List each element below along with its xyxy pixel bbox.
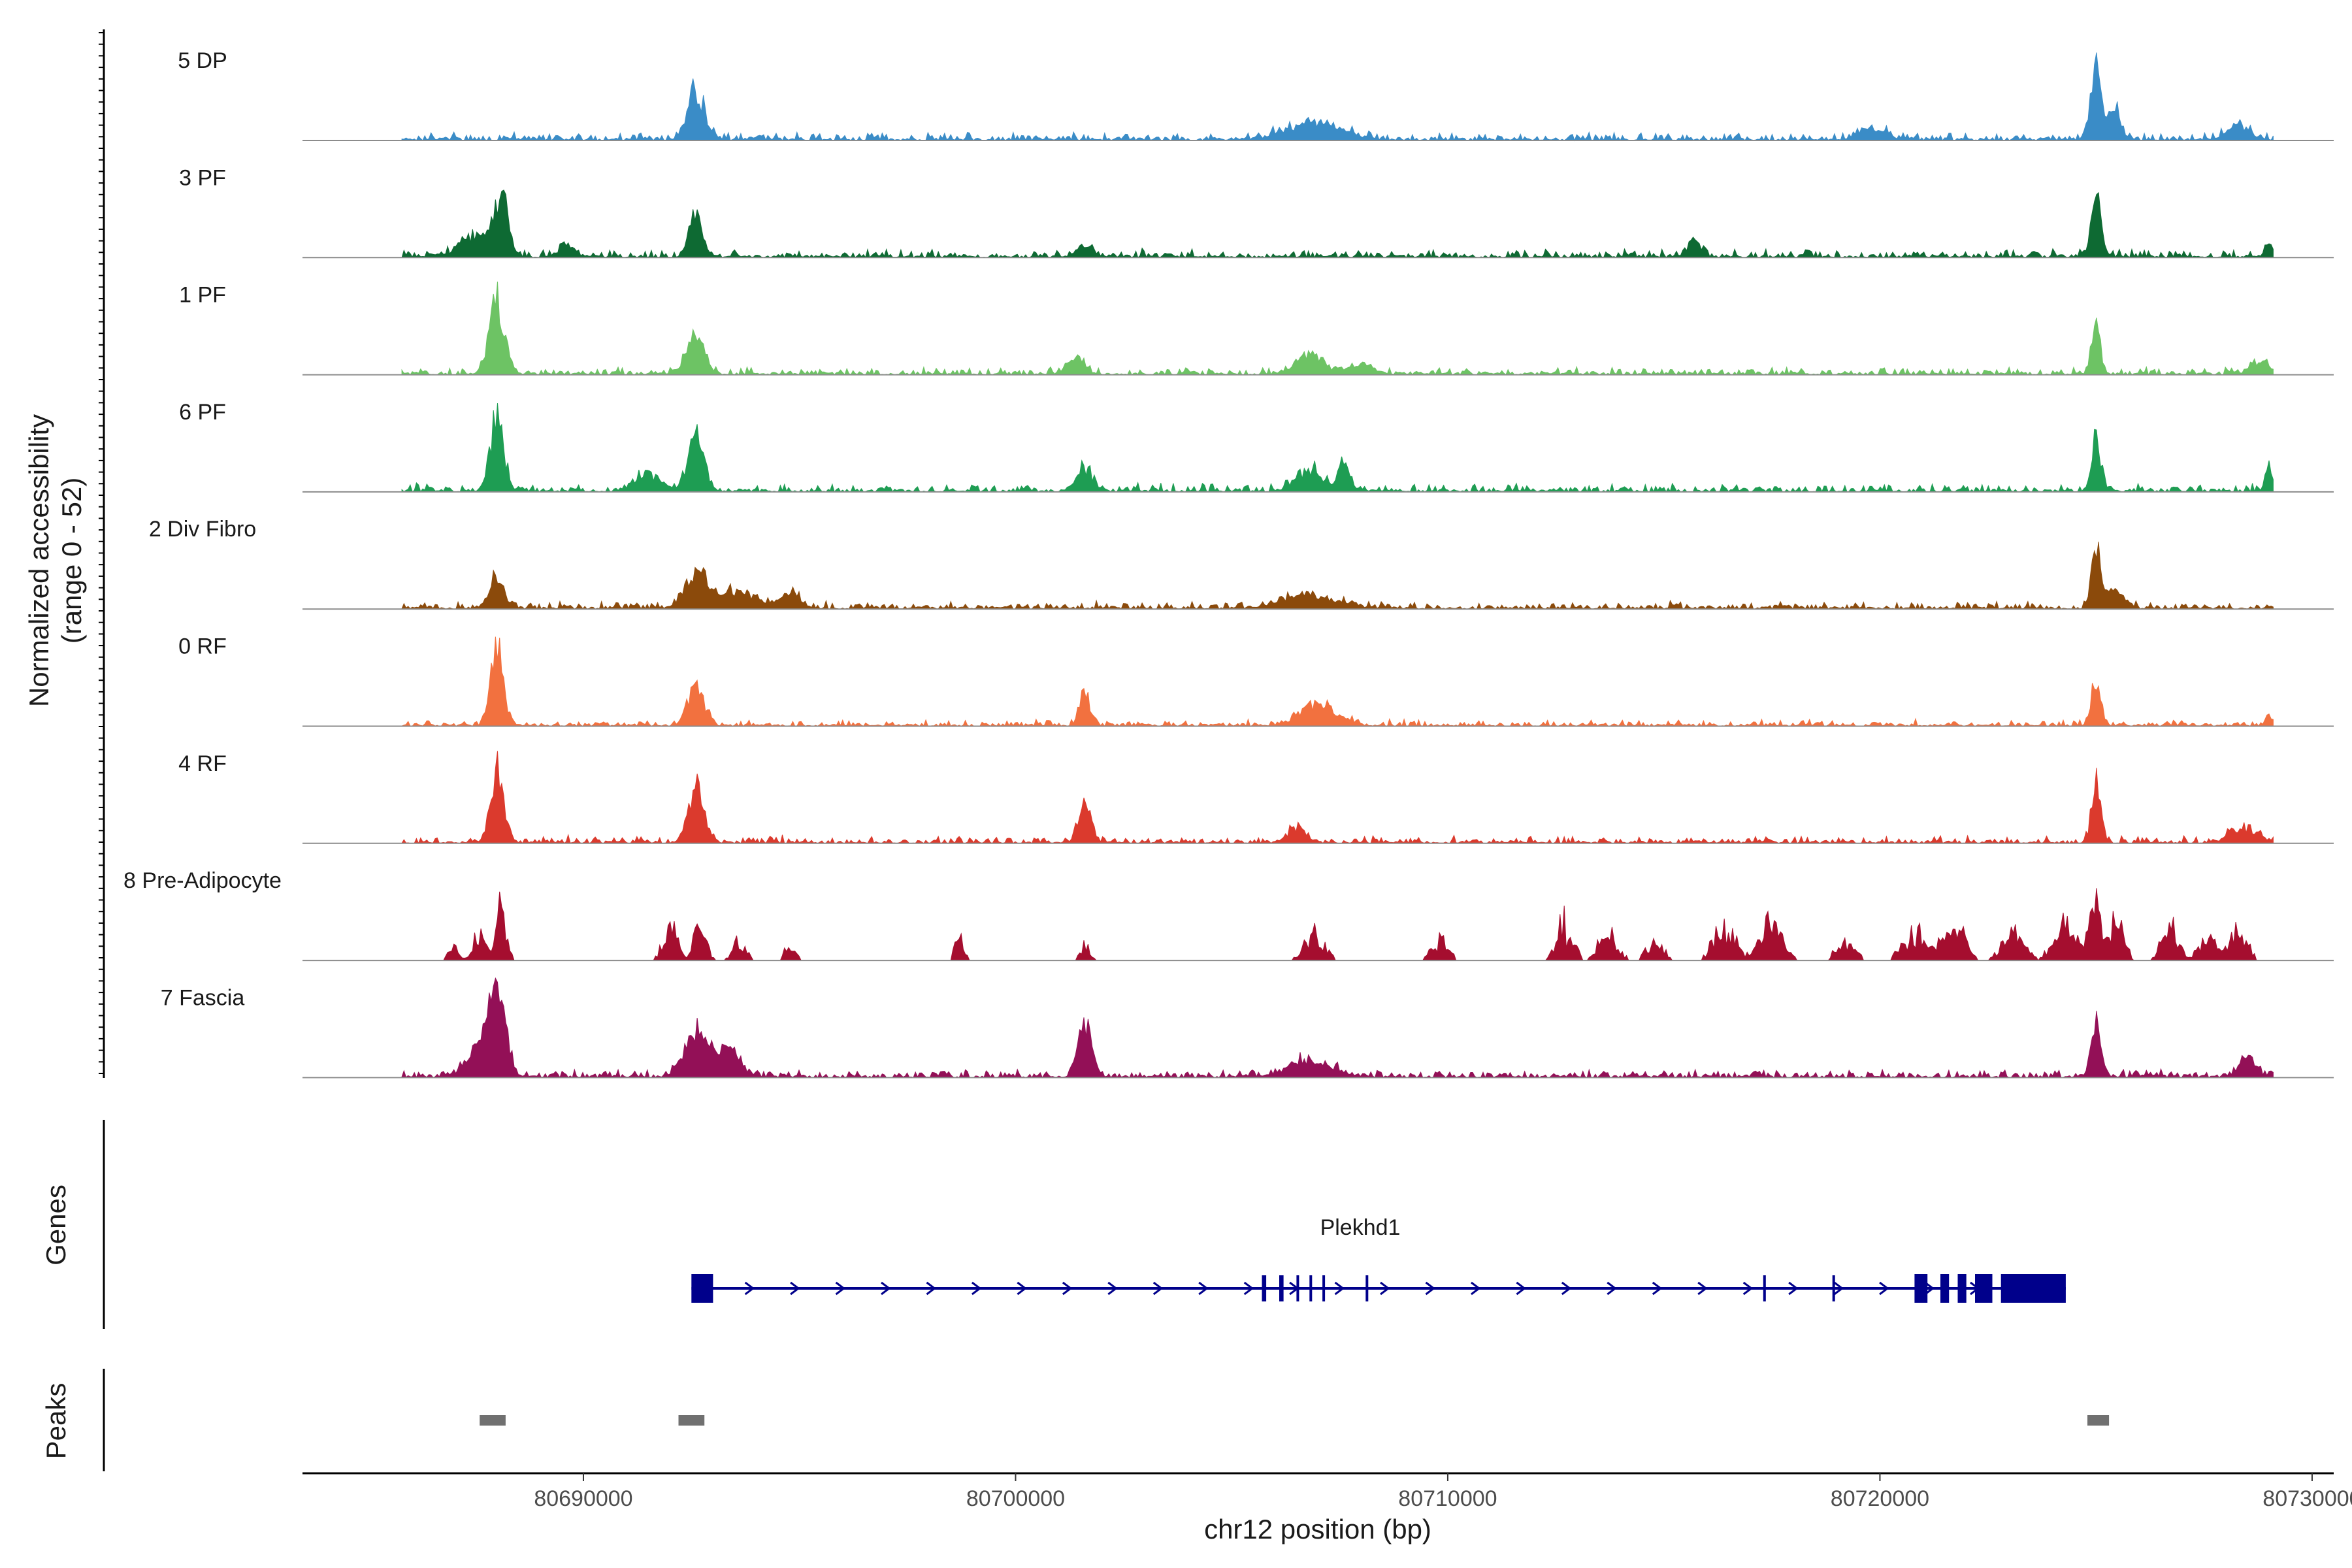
- strand-arrow: [1152, 1281, 1164, 1296]
- track-label: 7 Fascia: [161, 985, 245, 1010]
- peak-region: [480, 1415, 506, 1426]
- y-axis-title: Normalized accessibility: [24, 414, 54, 707]
- track-label: 4 RF: [178, 751, 227, 776]
- gene-exon: [1975, 1274, 1993, 1303]
- peak-track: [480, 1415, 2110, 1426]
- coverage-tracks: 5 DP 3 PF 1 PF 6 PF 2 Div Fibro 0 RF 4 RF 8 Pre…: [123, 48, 2334, 1079]
- gene-exon: [1940, 1274, 1950, 1303]
- strand-arrow: [1516, 1281, 1526, 1296]
- strand-arrow: [1471, 1281, 1481, 1296]
- y-axis-title-line1: Normalized accessibility: [24, 414, 54, 707]
- strand-arrow: [1652, 1281, 1663, 1296]
- coverage-area: [401, 403, 2274, 493]
- strand-arrow: [1334, 1281, 1345, 1296]
- peak-region: [678, 1415, 705, 1426]
- track-label: 6 PF: [179, 400, 226, 425]
- coverage-area: [401, 189, 2274, 259]
- strand-arrow: [1833, 1281, 1844, 1296]
- strand-arrow: [790, 1281, 800, 1296]
- gene-exon: [1832, 1275, 1835, 1301]
- track-label: 8 Pre-Adipocyte: [123, 868, 282, 893]
- x-tick-label: 80720000: [1831, 1486, 1929, 1511]
- gene-name: Plekhd1: [1320, 1215, 1401, 1240]
- coverage-track: 5 DP: [178, 48, 2334, 142]
- peaks-panel-title: Peaks: [41, 1383, 71, 1460]
- strand-arrow: [1425, 1281, 1435, 1296]
- coverage-area: [401, 282, 2274, 376]
- coverage-track: 4 RF: [178, 751, 2334, 845]
- y-axis-subtitle: (range 0 - 52): [56, 478, 87, 644]
- coverage-area: [401, 542, 2274, 610]
- strand-arrow: [1788, 1281, 1799, 1296]
- strand-arrow: [1062, 1281, 1073, 1296]
- x-tick-label: 80690000: [534, 1486, 632, 1511]
- x-axis-title: chr12 position (bp): [1204, 1514, 1431, 1544]
- strand-arrow: [1607, 1281, 1617, 1296]
- coverage-track: 0 RF: [178, 634, 2334, 727]
- gene-exon: [1957, 1274, 1967, 1303]
- strand-arrow: [1107, 1281, 1118, 1296]
- y-axis-ticks: [99, 32, 104, 1074]
- strand-arrow: [926, 1281, 936, 1296]
- strand-arrow: [881, 1281, 891, 1296]
- strand-arrow: [1697, 1281, 1708, 1296]
- strand-arrow: [1742, 1281, 1754, 1296]
- gene-exon: [1914, 1274, 1928, 1303]
- coverage-area: [401, 52, 2274, 142]
- strand-arrow: [744, 1281, 755, 1296]
- coverage-track: 6 PF: [179, 400, 2334, 493]
- coverage-track: 8 Pre-Adipocyte: [123, 868, 2334, 962]
- x-tick-label: 80710000: [1398, 1486, 1497, 1511]
- y-axis-title-line2: (range 0 - 52): [56, 478, 87, 644]
- strand-arrow: [835, 1281, 846, 1296]
- gene-exon: [691, 1274, 713, 1303]
- track-label: 3 PF: [179, 165, 226, 190]
- gene-exon: [1763, 1275, 1766, 1301]
- coverage-track: 7 Fascia: [161, 977, 2334, 1079]
- coverage-track: 1 PF: [179, 282, 2334, 376]
- gene-track: Plekhd1: [691, 1215, 2066, 1303]
- strand-arrow: [1380, 1281, 1390, 1296]
- track-label: 0 RF: [178, 634, 227, 659]
- peak-region: [2087, 1415, 2110, 1426]
- genes-label: Genes: [41, 1184, 71, 1266]
- peaks-label: Peaks: [41, 1383, 71, 1460]
- gene-exon: [1309, 1275, 1313, 1301]
- gene-exon: [1296, 1275, 1299, 1301]
- gene-exon: [1262, 1275, 1267, 1301]
- gene-exon: [1322, 1275, 1326, 1301]
- strand-arrow: [1017, 1281, 1027, 1296]
- gene-exon: [2001, 1274, 2066, 1303]
- strand-arrow: [1879, 1281, 1889, 1296]
- track-label: 1 PF: [179, 283, 226, 308]
- coverage-area: [401, 977, 2274, 1079]
- strand-arrow: [1198, 1281, 1209, 1296]
- coverage-track: 3 PF: [179, 165, 2334, 259]
- x-axis-ticks: 80690000 80700000 80710000 80720000 80730000: [534, 1473, 2352, 1511]
- x-tick-label: 80700000: [966, 1486, 1065, 1511]
- coverage-track: 2 Div Fibro: [149, 517, 2334, 610]
- gene-exon: [1365, 1275, 1369, 1301]
- track-label: 5 DP: [178, 48, 227, 73]
- track-label: 2 Div Fibro: [149, 517, 256, 542]
- x-tick-label: 80730000: [2262, 1486, 2352, 1511]
- strand-arrow: [1243, 1281, 1254, 1296]
- strand-arrow: [1561, 1281, 1572, 1296]
- genes-panel-title: Genes: [41, 1184, 71, 1266]
- strand-arrow: [972, 1281, 982, 1296]
- strand-arrow: [1924, 1281, 1935, 1296]
- gene-exon: [1279, 1275, 1284, 1301]
